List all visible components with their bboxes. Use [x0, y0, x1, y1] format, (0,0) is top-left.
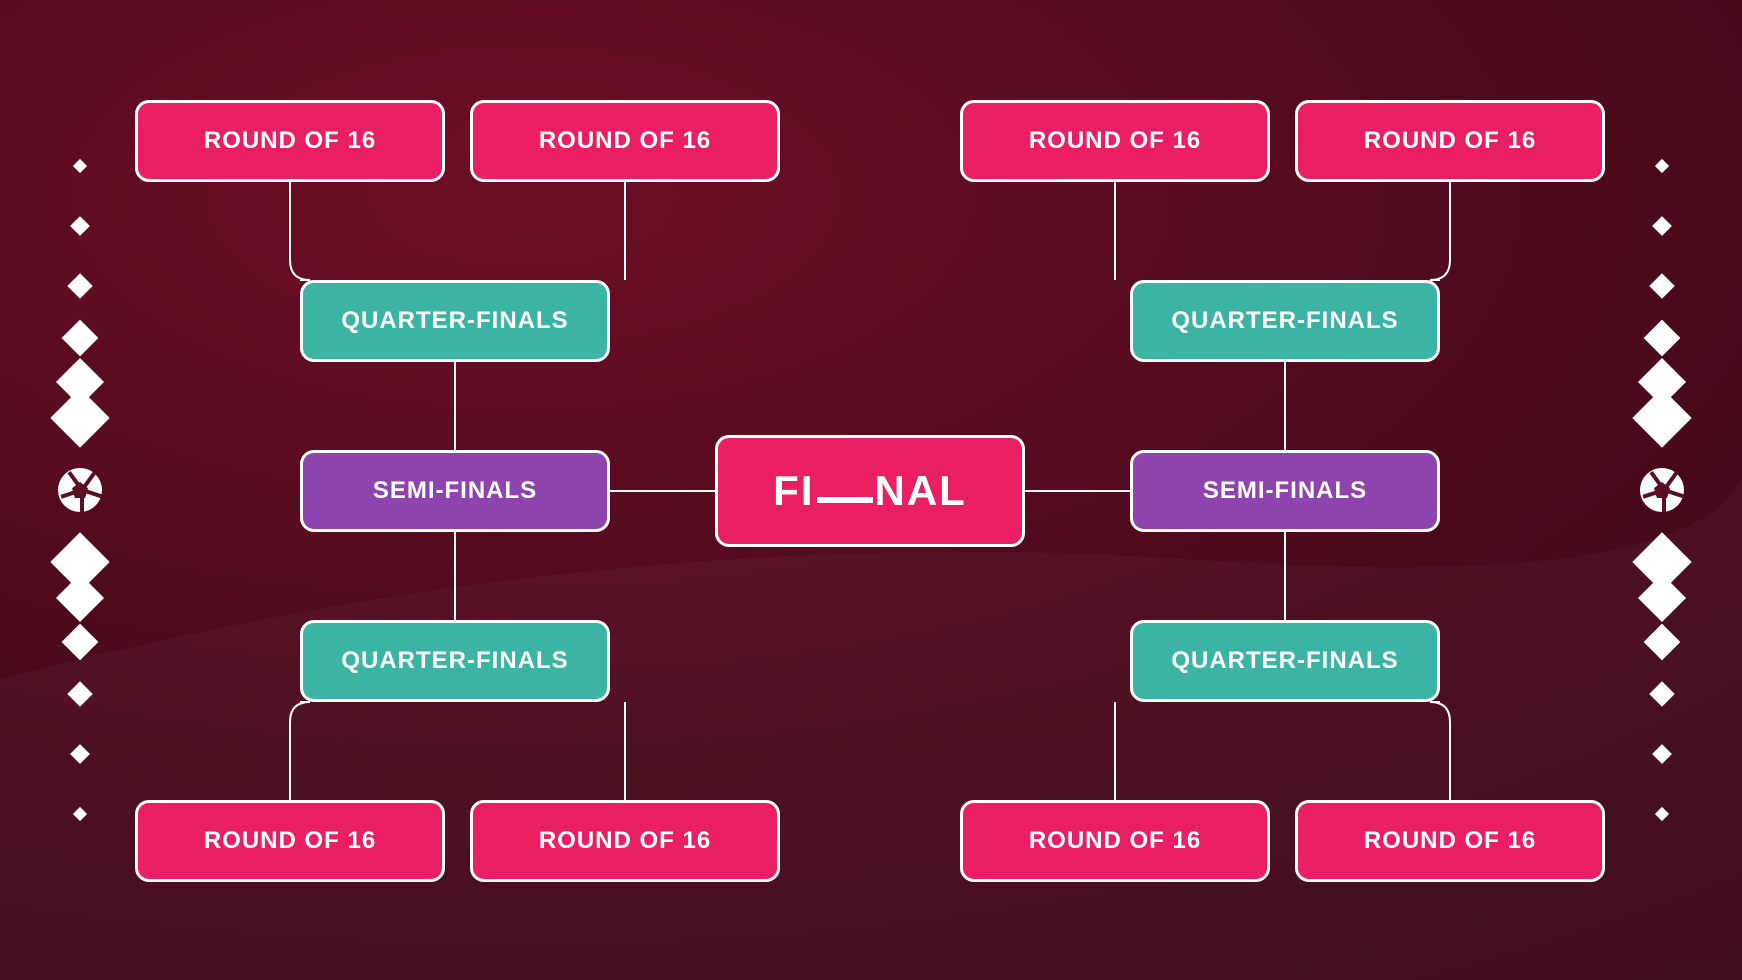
bracket-node-r16: ROUND OF 16: [135, 800, 445, 882]
bracket-node-qf: QUARTER-FINALS: [1130, 280, 1440, 362]
bracket-node-sf: SEMI-FINALS: [1130, 450, 1440, 532]
node-label: ROUND OF 16: [1364, 827, 1536, 855]
node-label: QUARTER-FINALS: [1171, 647, 1398, 675]
final-label-left: FI: [773, 467, 814, 515]
bracket-node-qf: QUARTER-FINALS: [1130, 620, 1440, 702]
node-label: SEMI-FINALS: [373, 477, 537, 505]
node-label: SEMI-FINALS: [1203, 477, 1367, 505]
node-label: QUARTER-FINALS: [1171, 307, 1398, 335]
node-label: ROUND OF 16: [1364, 127, 1536, 155]
bracket-node-r16: ROUND OF 16: [470, 100, 780, 182]
bracket-node-sf: SEMI-FINALS: [300, 450, 610, 532]
node-label: ROUND OF 16: [539, 127, 711, 155]
bracket-node-r16: ROUND OF 16: [1295, 800, 1605, 882]
node-label: ROUND OF 16: [204, 827, 376, 855]
final-label-gap: [817, 497, 873, 503]
bracket-canvas: ROUND OF 16 ROUND OF 16 ROUND OF 16 ROUN…: [0, 0, 1742, 980]
node-label: QUARTER-FINALS: [341, 647, 568, 675]
bracket-node-r16: ROUND OF 16: [1295, 100, 1605, 182]
bracket-node-qf: QUARTER-FINALS: [300, 280, 610, 362]
bracket-node-r16: ROUND OF 16: [470, 800, 780, 882]
node-label: ROUND OF 16: [1029, 127, 1201, 155]
bracket-node-r16: ROUND OF 16: [960, 800, 1270, 882]
bracket-node-qf: QUARTER-FINALS: [300, 620, 610, 702]
bracket-node-r16: ROUND OF 16: [135, 100, 445, 182]
node-label: ROUND OF 16: [539, 827, 711, 855]
final-label-right: NAL: [875, 467, 967, 515]
node-label: QUARTER-FINALS: [341, 307, 568, 335]
node-label: ROUND OF 16: [204, 127, 376, 155]
node-label: ROUND OF 16: [1029, 827, 1201, 855]
bracket-node-r16: ROUND OF 16: [960, 100, 1270, 182]
final-label: FI NAL: [773, 467, 967, 515]
bracket-node-final: FI NAL: [715, 435, 1025, 547]
